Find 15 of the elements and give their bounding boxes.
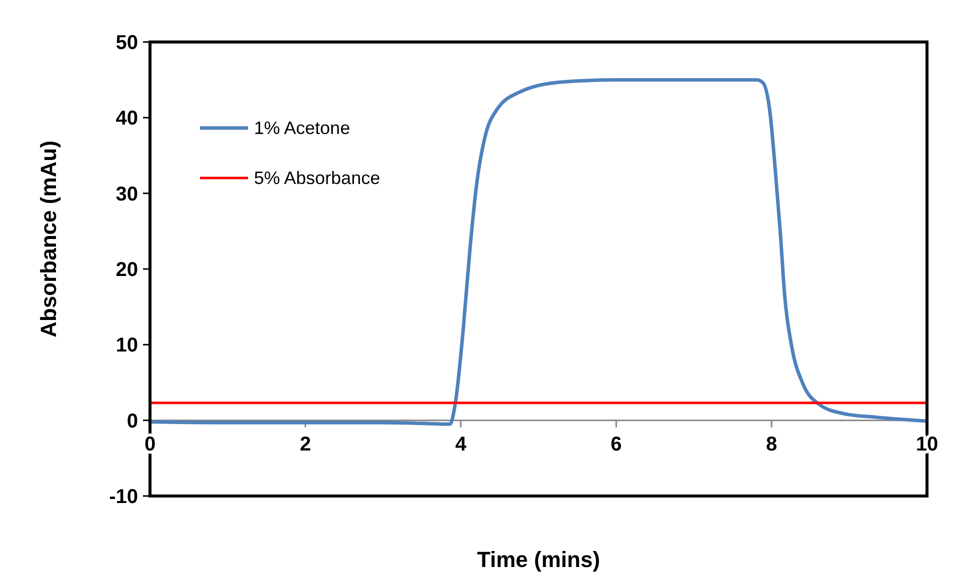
x-tick-label: 4 — [455, 433, 468, 456]
legend-label: 1% Acetone — [254, 118, 350, 138]
y-tick-label: 50 — [116, 32, 138, 54]
x-tick-label: 8 — [766, 433, 778, 456]
y-axis-title: Absorbance (mAu) — [36, 140, 61, 338]
y-tick-label: 10 — [116, 334, 138, 357]
y-tick-label: -10 — [109, 486, 138, 508]
x-axis-title: Time (mins) — [476, 547, 600, 572]
x-tick-label: 2 — [300, 433, 311, 456]
y-tick-label: 40 — [116, 108, 138, 130]
x-tick-label: 6 — [610, 433, 622, 456]
y-tick-label: 30 — [116, 183, 138, 206]
y-tick-label: 0 — [126, 410, 138, 432]
legend-label: 5% Absorbance — [254, 168, 380, 188]
y-tick-label: 20 — [116, 259, 138, 281]
